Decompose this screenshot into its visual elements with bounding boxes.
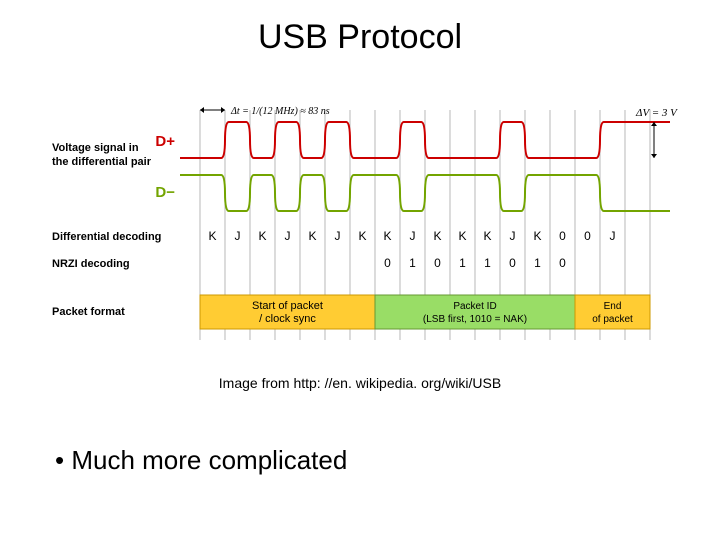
svg-text:0: 0 [559,256,566,270]
svg-text:0: 0 [434,256,441,270]
svg-text:Differential decoding: Differential decoding [52,231,161,243]
svg-text:D−: D− [155,184,175,201]
svg-text:0: 0 [584,229,591,243]
svg-text:the differential pair: the differential pair [52,156,152,168]
svg-text:End: End [604,301,622,312]
page-title: USB Protocol [0,0,720,57]
svg-text:K: K [258,229,266,243]
svg-text:Packet ID: Packet ID [453,301,496,312]
usb-timing-diagram: Voltage signal in the differential pair Di… [50,105,680,355]
svg-text:0: 0 [509,256,516,270]
svg-text:J: J [335,229,341,243]
svg-text:J: J [285,229,291,243]
svg-text:J: J [410,229,416,243]
svg-text:0: 0 [384,256,391,270]
svg-text:K: K [358,229,366,243]
svg-text:Packet format: Packet format [52,306,125,318]
svg-text:K: K [208,229,216,243]
svg-text:K: K [433,229,441,243]
svg-text:D+: D+ [155,133,175,150]
svg-text:NRZI decoding: NRZI decoding [52,258,130,270]
bullet-point: Much more complicated [55,445,347,476]
svg-text:of packet: of packet [592,314,633,325]
svg-text:ΔV = 3 V: ΔV = 3 V [635,107,678,119]
svg-text:Δt = 1/(12 MHz) ≈ 83 ns: Δt = 1/(12 MHz) ≈ 83 ns [230,106,330,117]
svg-text:Start of packet: Start of packet [252,300,323,312]
svg-text:J: J [235,229,241,243]
svg-text:K: K [383,229,391,243]
svg-text:(LSB first, 1010 = NAK): (LSB first, 1010 = NAK) [423,314,527,325]
svg-text:K: K [533,229,541,243]
svg-text:1: 1 [484,256,491,270]
svg-text:0: 0 [559,229,566,243]
svg-text:K: K [483,229,491,243]
svg-text:K: K [308,229,316,243]
svg-text:K: K [458,229,466,243]
image-caption: Image from http: //en. wikipedia. org/wi… [0,375,720,391]
svg-text:J: J [510,229,516,243]
svg-text:/ clock sync: / clock sync [259,313,316,325]
svg-text:1: 1 [534,256,541,270]
svg-text:Voltage signal in: Voltage signal in [52,142,139,154]
svg-text:1: 1 [409,256,416,270]
svg-text:1: 1 [459,256,466,270]
svg-text:J: J [610,229,616,243]
